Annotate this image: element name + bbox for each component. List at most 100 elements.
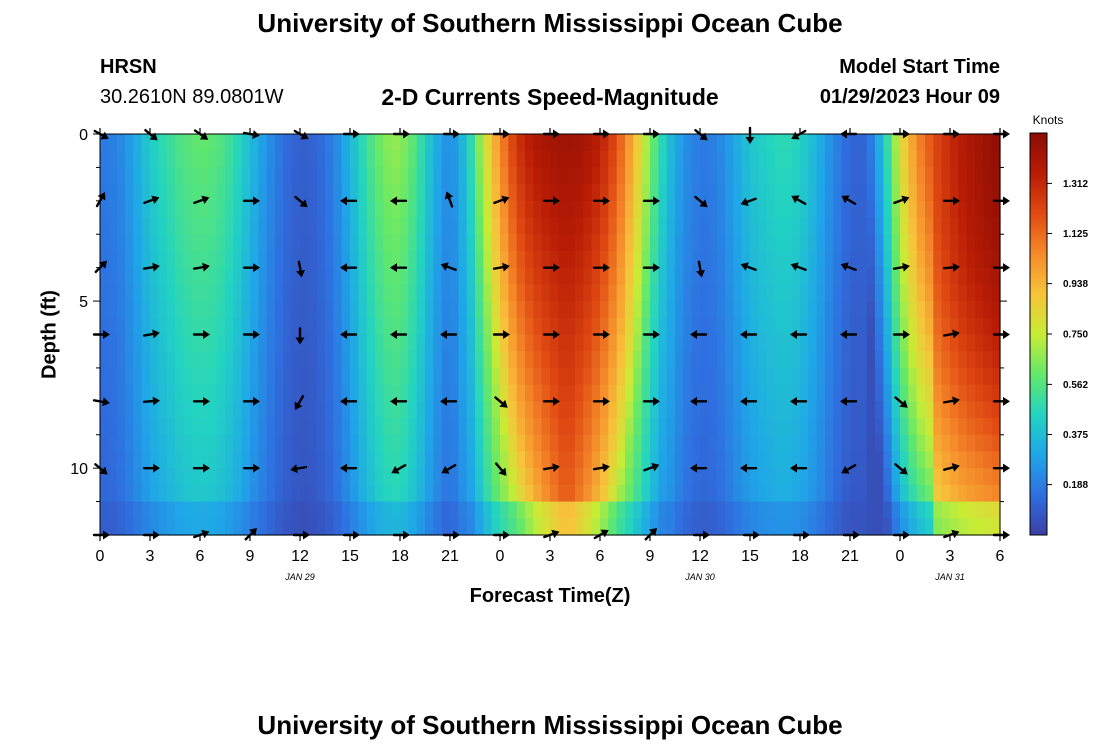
heatmap-cell xyxy=(925,250,934,269)
current-vector-arrow xyxy=(592,396,610,406)
heatmap-cell xyxy=(625,317,634,336)
heatmap-cell xyxy=(116,150,126,169)
heatmap-cell xyxy=(616,434,626,453)
heatmap-cell xyxy=(541,367,551,386)
heatmap-cell xyxy=(975,167,984,185)
heatmap-cell xyxy=(208,317,218,336)
heatmap-cell xyxy=(441,334,451,352)
heatmap-cell xyxy=(158,351,168,369)
heatmap-cell xyxy=(341,434,351,453)
heatmap-cell xyxy=(600,134,609,152)
heatmap-cell xyxy=(641,234,651,252)
heatmap-cell xyxy=(883,284,893,302)
heatmap-cell xyxy=(800,317,809,336)
heatmap-cell xyxy=(275,200,284,219)
heatmap-cell xyxy=(950,434,959,453)
heatmap-cell xyxy=(366,217,376,235)
heatmap-cell xyxy=(325,284,334,302)
heatmap-cell xyxy=(300,217,309,235)
heatmap-cell xyxy=(908,351,918,369)
heatmap-cell xyxy=(916,384,926,402)
heatmap-cell xyxy=(225,234,234,252)
heatmap-cell xyxy=(841,334,851,352)
heatmap-cell xyxy=(908,317,918,336)
heatmap-cell xyxy=(533,234,543,252)
heatmap-cell xyxy=(633,484,643,503)
heatmap-cell xyxy=(325,234,334,252)
heatmap-cell xyxy=(266,284,276,302)
heatmap-cell xyxy=(150,401,159,419)
heatmap-cell xyxy=(183,351,193,369)
heatmap-cell xyxy=(833,384,843,402)
heatmap-cell xyxy=(183,234,193,252)
heatmap-cell xyxy=(825,301,834,319)
heatmap-cell xyxy=(925,401,934,419)
heatmap-cell xyxy=(116,134,126,152)
heatmap-cell xyxy=(991,284,1001,302)
heatmap-cell xyxy=(633,267,643,285)
heatmap-cell xyxy=(233,167,243,185)
heatmap-cell xyxy=(483,284,493,302)
heatmap-cell xyxy=(975,418,984,436)
station-coords: 30.2610N 89.0801W xyxy=(100,86,284,108)
heatmap-cell xyxy=(925,351,934,369)
heatmap-cell xyxy=(350,167,359,185)
heatmap-cell xyxy=(233,518,243,536)
heatmap-cell xyxy=(683,167,693,185)
heatmap-cell xyxy=(958,401,968,419)
heatmap-cell xyxy=(991,150,1001,169)
heatmap-cell xyxy=(758,401,768,419)
heatmap-cell xyxy=(550,484,559,503)
heatmap-cell xyxy=(216,150,226,169)
heatmap-cell xyxy=(516,150,526,169)
heatmap-cell xyxy=(491,267,501,285)
heatmap-cell xyxy=(458,468,468,486)
heatmap-cell xyxy=(766,351,776,369)
heatmap-cell xyxy=(958,217,968,235)
heatmap-cell xyxy=(658,518,668,536)
heatmap-cell xyxy=(991,468,1001,486)
heatmap-cell xyxy=(908,334,918,352)
heatmap-cell xyxy=(258,334,268,352)
heatmap-cell xyxy=(125,150,134,169)
heatmap-cell xyxy=(150,434,159,453)
heatmap-cell xyxy=(116,434,126,453)
heatmap-cell xyxy=(158,384,168,402)
heatmap-cell xyxy=(450,217,459,235)
heatmap-cell xyxy=(166,284,176,302)
heatmap-cell xyxy=(875,184,884,202)
arrow-head xyxy=(841,465,850,474)
heatmap-cell xyxy=(750,200,759,219)
heatmap-cell xyxy=(791,217,801,235)
heatmap-cell xyxy=(133,334,143,352)
heatmap-cell xyxy=(591,384,601,402)
current-vector-arrow xyxy=(892,262,910,272)
heatmap-cell xyxy=(266,451,276,469)
heatmap-cell xyxy=(283,518,293,536)
heatmap-cell xyxy=(508,317,518,336)
heatmap-cell xyxy=(166,501,176,519)
heatmap-cell xyxy=(158,250,168,269)
heatmap-cell xyxy=(591,518,601,536)
arrow-head xyxy=(203,396,210,406)
heatmap-cell xyxy=(616,134,626,152)
heatmap-cell xyxy=(325,150,334,169)
heatmap-cell xyxy=(891,301,901,319)
heatmap-cell xyxy=(675,418,684,436)
heatmap-cell xyxy=(741,518,751,536)
heatmap-cell xyxy=(666,501,676,519)
heatmap-cell xyxy=(275,250,284,269)
heatmap-cell xyxy=(600,317,609,336)
heatmap-cell xyxy=(933,150,943,169)
heatmap-cell xyxy=(566,150,576,169)
heatmap-cell xyxy=(808,200,818,219)
heatmap-cell xyxy=(266,184,276,202)
heatmap-cell xyxy=(616,418,626,436)
heatmap-cell xyxy=(766,234,776,252)
heatmap-cell xyxy=(775,134,784,152)
heatmap-cell xyxy=(950,284,959,302)
heatmap-cell xyxy=(908,484,918,503)
heatmap-cell xyxy=(291,250,301,269)
heatmap-cell xyxy=(175,434,184,453)
heatmap-cell xyxy=(708,267,718,285)
